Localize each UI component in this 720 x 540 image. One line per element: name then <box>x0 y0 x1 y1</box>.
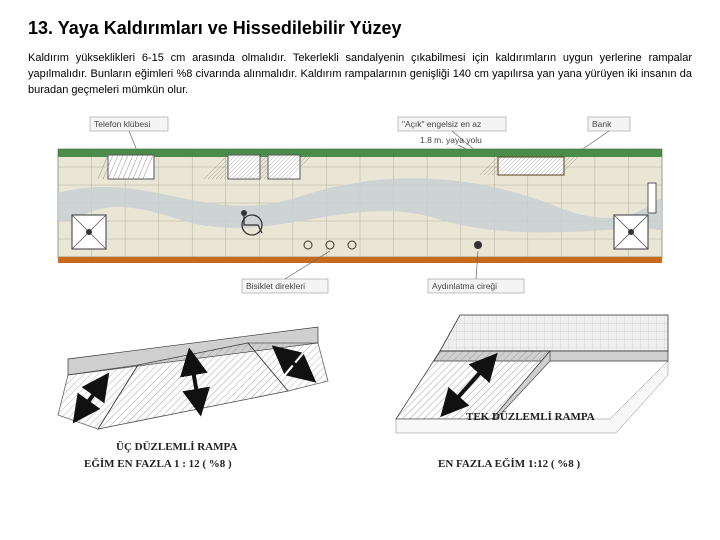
ramp-right-subtitle: EN FAZLA EĞİM 1:12 ( %8 ) <box>438 458 580 470</box>
svg-text:1.8 m. yaya yolu: 1.8 m. yaya yolu <box>420 135 482 145</box>
section-heading: 13. Yaya Kaldırımları ve Hissedilebilir … <box>28 18 692 39</box>
plan-svg: Telefon klübesi "Açık" engelsiz en az 1.8 … <box>28 113 692 303</box>
figure-ramps: ÜÇ DÜZLEMLİ RAMPA EĞİM EN FAZLA 1 : 12 (… <box>28 313 692 483</box>
svg-text:Aydınlatma cireği: Aydınlatma cireği <box>432 281 497 291</box>
svg-text:"Açık" engelsiz en az: "Açık" engelsiz en az <box>402 119 481 129</box>
ramp-left-subtitle: EĞİM EN FAZLA 1 : 12 ( %8 ) <box>84 458 232 470</box>
section-paragraph: Kaldırım yükseklikleri 6-15 cm arasında … <box>28 51 692 99</box>
figure-plan-view: Telefon klübesi "Açık" engelsiz en az 1.8 … <box>28 113 692 303</box>
svg-text:Bank: Bank <box>592 119 612 129</box>
ramp-right-title: TEK DÜZLEMLİ RAMPA <box>466 411 595 423</box>
ramp-left-title: ÜÇ DÜZLEMLİ RAMPA <box>116 441 237 453</box>
svg-text:Bisiklet direkleri: Bisiklet direkleri <box>246 281 305 291</box>
svg-text:Telefon klübesi: Telefon klübesi <box>94 119 150 129</box>
